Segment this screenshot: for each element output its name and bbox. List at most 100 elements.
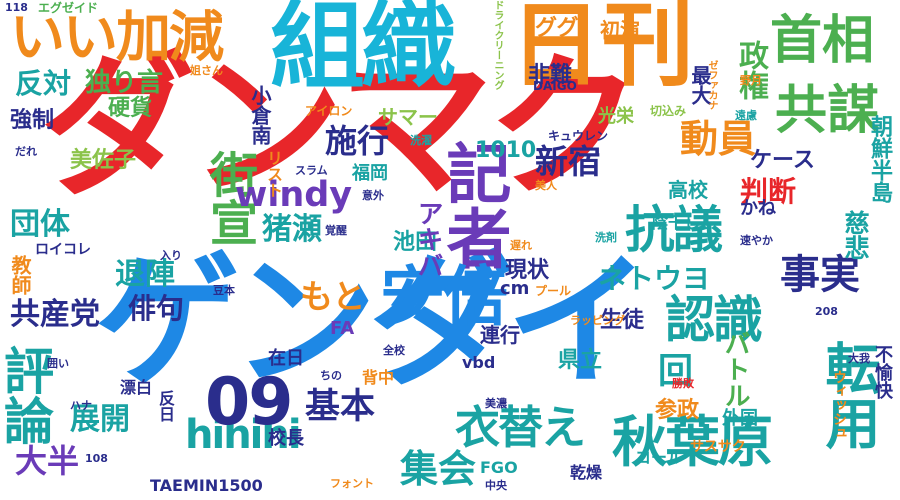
cloud-word: 動員	[680, 117, 757, 161]
cloud-word: 09	[205, 365, 293, 440]
cloud-word: 衣替え	[455, 401, 586, 454]
cloud-word: vbd	[462, 353, 496, 372]
cloud-word: 秋葉原	[612, 410, 773, 474]
cloud-word: 退陣	[115, 257, 175, 292]
cloud-word: 切込み	[650, 104, 687, 118]
cloud-word: 判断	[740, 175, 797, 208]
cloud-word: 小倉南	[248, 85, 272, 145]
cloud-word: 光栄	[598, 106, 634, 127]
cloud-word: ちの	[320, 369, 342, 382]
cloud-word: 連行	[480, 323, 520, 347]
cloud-word: windy	[235, 175, 353, 215]
cloud-word: 野月	[740, 74, 762, 87]
cloud-word: 評論	[0, 345, 54, 445]
cloud-word: 外国	[722, 408, 758, 429]
cloud-word: 118	[5, 1, 28, 14]
cloud-word: 街宣	[201, 150, 257, 246]
cloud-word: 教師	[8, 255, 32, 295]
cloud-word: 俳句	[128, 292, 185, 325]
cloud-word: 漂白	[120, 378, 153, 397]
cloud-word: アキバ	[413, 200, 443, 278]
cloud-word: 中央	[485, 479, 507, 492]
cloud-word: 初演	[600, 18, 640, 42]
cloud-word: cm	[500, 278, 530, 299]
cloud-word: アイロン	[305, 104, 353, 118]
cloud-word: 豆本	[213, 284, 235, 297]
cloud-word: 美佐子	[70, 148, 137, 173]
cloud-word: ケース	[750, 148, 815, 173]
cloud-word: 反対	[15, 67, 72, 100]
cloud-word: 新宿	[535, 142, 601, 181]
cloud-word: 団体	[10, 207, 70, 242]
cloud-word: 速やか	[740, 234, 773, 247]
cloud-word: ダンマク	[40, 37, 642, 218]
cloud-word: ラッピング	[570, 314, 625, 327]
cloud-word: エグゼイド	[38, 1, 99, 15]
cloud-word: リスト	[264, 150, 283, 198]
cloud-word: 日刊	[510, 0, 695, 99]
cloud-word: 朝鮮半島	[867, 115, 892, 203]
cloud-word: 認識	[665, 291, 763, 349]
cloud-word: フォント	[330, 477, 374, 490]
cloud-word: FA	[330, 318, 355, 339]
cloud-word: hihihi	[185, 412, 302, 458]
cloud-word: 在日	[268, 348, 304, 369]
cloud-word: 池田	[393, 230, 438, 255]
cloud-word: 共謀	[775, 81, 880, 141]
cloud-word: 遅れ	[510, 239, 532, 252]
cloud-word: 大我	[848, 352, 870, 365]
cloud-word: 意外	[362, 189, 384, 202]
cloud-word: 福岡	[352, 163, 388, 184]
cloud-word: 施行	[325, 122, 390, 160]
cloud-word: 陰干し	[652, 213, 701, 232]
cloud-word: 勝敗	[672, 377, 694, 390]
cloud-word: 共産党	[10, 297, 100, 332]
cloud-word: 首相	[770, 11, 875, 71]
cloud-word: キュウレン	[548, 129, 609, 143]
cloud-word: ウィッシュ	[831, 370, 847, 440]
cloud-word: 洗濯	[410, 134, 432, 147]
cloud-word: 転用	[816, 340, 880, 450]
cloud-word: だれ	[15, 145, 37, 158]
cloud-word: 姐さん	[190, 64, 223, 77]
cloud-word: 猪瀬	[262, 212, 322, 247]
cloud-word: 大半	[15, 442, 80, 480]
cloud-word: 記者	[435, 140, 510, 270]
cloud-word: 反日	[156, 390, 175, 422]
cloud-word: コール	[635, 448, 684, 467]
cloud-word: プール	[535, 284, 572, 298]
cloud-word: サマー	[378, 105, 438, 129]
cloud-word: 校長	[268, 428, 304, 449]
cloud-word: バトル	[720, 330, 750, 408]
cloud-word: 最大	[688, 65, 712, 105]
cloud-word: 乾燥	[570, 463, 603, 482]
cloud-word: 安倍	[380, 260, 508, 335]
cloud-word: スラム	[295, 164, 328, 177]
cloud-word: 遠慮	[735, 109, 757, 122]
cloud-word: 硬貨	[108, 96, 153, 121]
cloud-word: 強制	[10, 108, 55, 133]
cloud-word: 108	[85, 452, 108, 465]
cloud-word: かね	[740, 198, 776, 219]
cloud-word: 背中	[362, 368, 395, 387]
cloud-word: 美濃	[485, 397, 507, 410]
cloud-word: ネトウヨ	[598, 262, 711, 295]
cloud-word: ゲンダイ	[95, 238, 651, 407]
cloud-word: ハナ	[70, 399, 92, 412]
cloud-word: 208	[815, 305, 838, 318]
cloud-word: 現状	[505, 258, 550, 283]
cloud-word: ドライクリーニング	[492, 0, 503, 90]
cloud-word: 展開	[70, 402, 130, 437]
cloud-word: サスサク	[690, 439, 746, 455]
cloud-word: 美人	[535, 179, 557, 192]
cloud-word: 高校	[668, 178, 708, 202]
cloud-word: 組織	[270, 0, 456, 102]
cloud-word: 不愉快	[872, 345, 893, 399]
cloud-word: 基本	[305, 387, 376, 427]
cloud-word: もと	[300, 277, 366, 316]
cloud-word: 回	[658, 352, 694, 392]
cloud-word: 独り言	[85, 68, 164, 98]
cloud-word: 1010	[475, 138, 537, 163]
cloud-word: 政権	[733, 40, 768, 100]
